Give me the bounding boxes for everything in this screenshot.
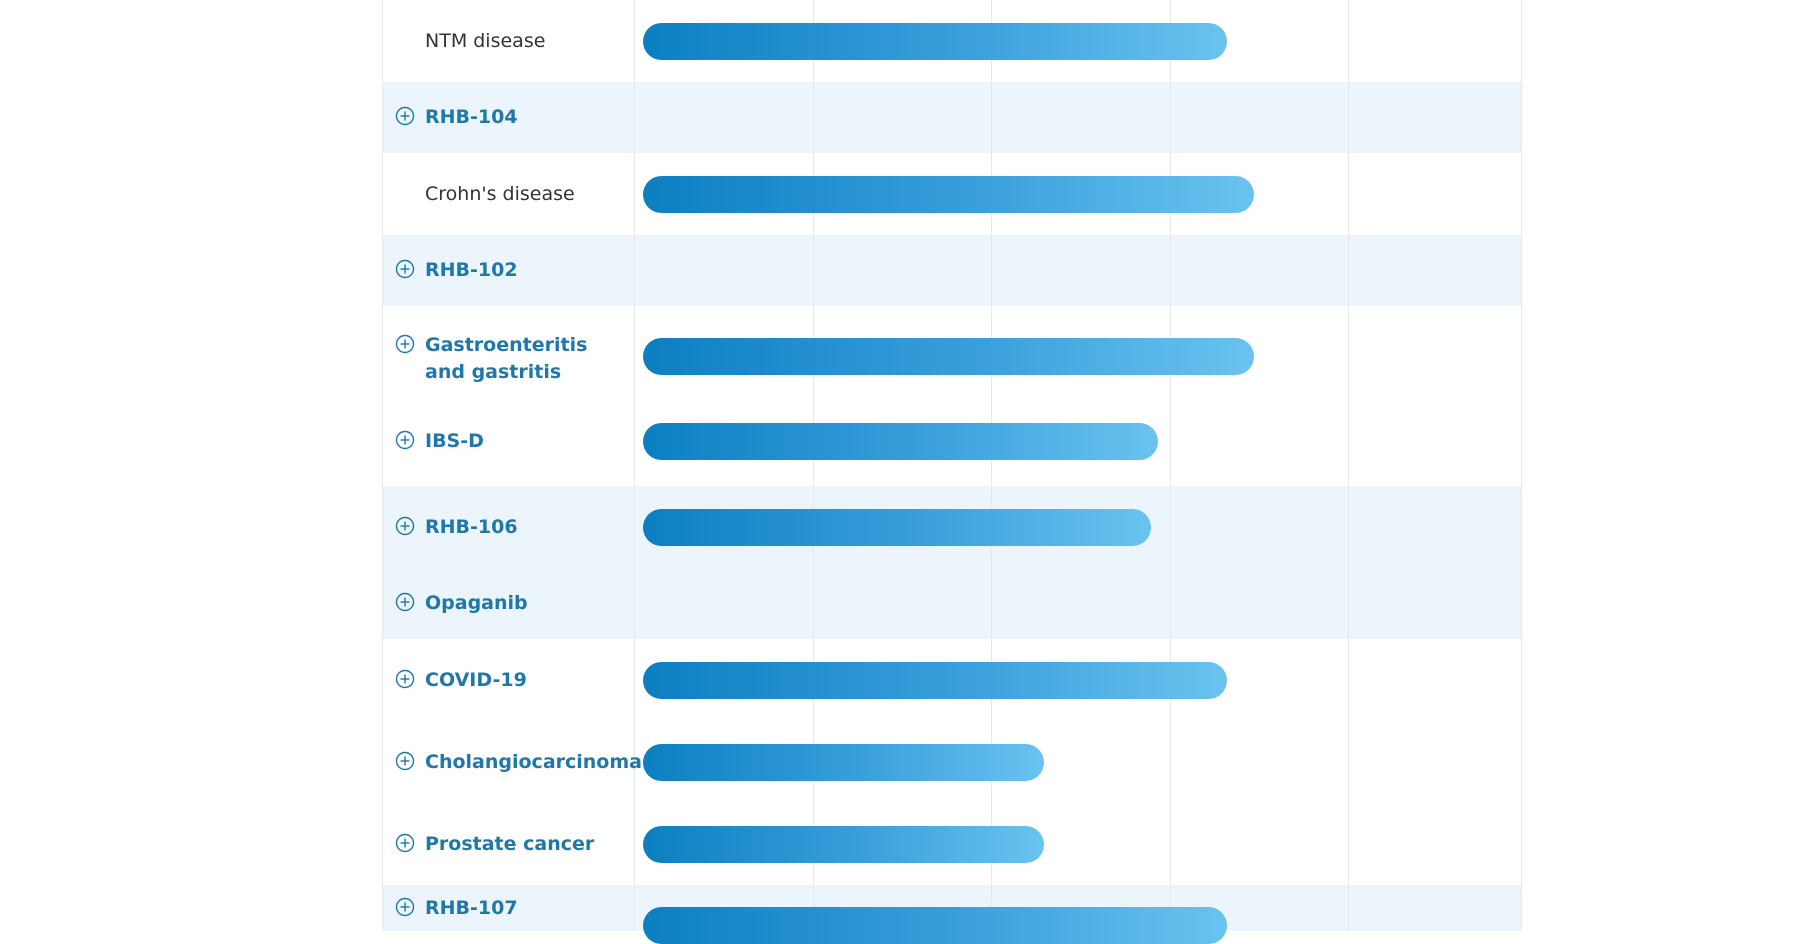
grid-line bbox=[634, 0, 635, 931]
row-label-text: RHB-106 bbox=[425, 516, 518, 538]
progress-bar bbox=[643, 423, 1158, 460]
expandable-row-label[interactable]: RHB-106 bbox=[395, 514, 631, 541]
progress-bar bbox=[643, 338, 1254, 375]
pipeline-rows: NTM disease RHB-104 Crohn's disease RHB-102… bbox=[383, 0, 1521, 944]
row-label: NTM disease bbox=[395, 28, 631, 55]
progress-bar bbox=[643, 907, 1227, 944]
expand-plus-icon[interactable] bbox=[395, 833, 415, 853]
row-label-text: Gastroenteritis and gastritis bbox=[425, 334, 588, 383]
row-label-text: RHB-104 bbox=[425, 106, 518, 128]
row-label: Crohn's disease bbox=[395, 181, 631, 208]
row-label-text: Prostate cancer bbox=[425, 833, 595, 855]
expand-plus-icon[interactable] bbox=[395, 751, 415, 771]
expand-plus-icon[interactable] bbox=[395, 897, 415, 917]
progress-bar bbox=[643, 509, 1151, 546]
progress-bar bbox=[643, 744, 1044, 781]
expand-plus-icon[interactable] bbox=[395, 259, 415, 279]
grid-line bbox=[991, 0, 992, 931]
expand-plus-icon[interactable] bbox=[395, 106, 415, 126]
expandable-row-label[interactable]: RHB-102 bbox=[395, 257, 631, 284]
row-label-text: IBS-D bbox=[425, 430, 484, 452]
progress-bar bbox=[643, 826, 1044, 863]
pipeline-row bbox=[383, 82, 1521, 153]
row-label-text: Opaganib bbox=[425, 592, 528, 614]
expandable-row-label[interactable]: Cholangiocarcinoma bbox=[395, 749, 642, 776]
expand-plus-icon[interactable] bbox=[395, 334, 415, 354]
expand-plus-icon[interactable] bbox=[395, 516, 415, 536]
grid-line bbox=[1348, 0, 1349, 931]
pipeline-chart: NTM disease RHB-104 Crohn's disease RHB-102… bbox=[382, 0, 1522, 944]
row-label-text: COVID-19 bbox=[425, 669, 527, 691]
expandable-row-label[interactable]: COVID-19 bbox=[395, 667, 631, 694]
grid-line bbox=[813, 0, 814, 931]
pipeline-row bbox=[383, 568, 1521, 639]
row-label-text: Crohn's disease bbox=[425, 183, 575, 205]
row-label-text: Cholangiocarcinoma bbox=[425, 751, 642, 773]
pipeline-row bbox=[383, 235, 1521, 306]
expand-plus-icon[interactable] bbox=[395, 430, 415, 450]
progress-bar bbox=[643, 662, 1227, 699]
expandable-row-label[interactable]: Gastroenteritis and gastritis bbox=[395, 332, 631, 386]
expandable-row-label[interactable]: Opaganib bbox=[395, 590, 631, 617]
progress-bar bbox=[643, 176, 1254, 213]
row-label-text: NTM disease bbox=[425, 30, 546, 52]
expandable-row-label[interactable]: Prostate cancer bbox=[395, 831, 631, 858]
row-label-text: RHB-102 bbox=[425, 259, 518, 281]
expandable-row-label[interactable]: RHB-104 bbox=[395, 104, 631, 131]
expandable-row-label[interactable]: RHB-107 bbox=[395, 895, 631, 922]
progress-bar bbox=[643, 23, 1227, 60]
expand-plus-icon[interactable] bbox=[395, 592, 415, 612]
grid-line bbox=[1170, 0, 1171, 931]
expandable-row-label[interactable]: IBS-D bbox=[395, 428, 631, 455]
expand-plus-icon[interactable] bbox=[395, 669, 415, 689]
row-label-text: RHB-107 bbox=[425, 897, 518, 919]
